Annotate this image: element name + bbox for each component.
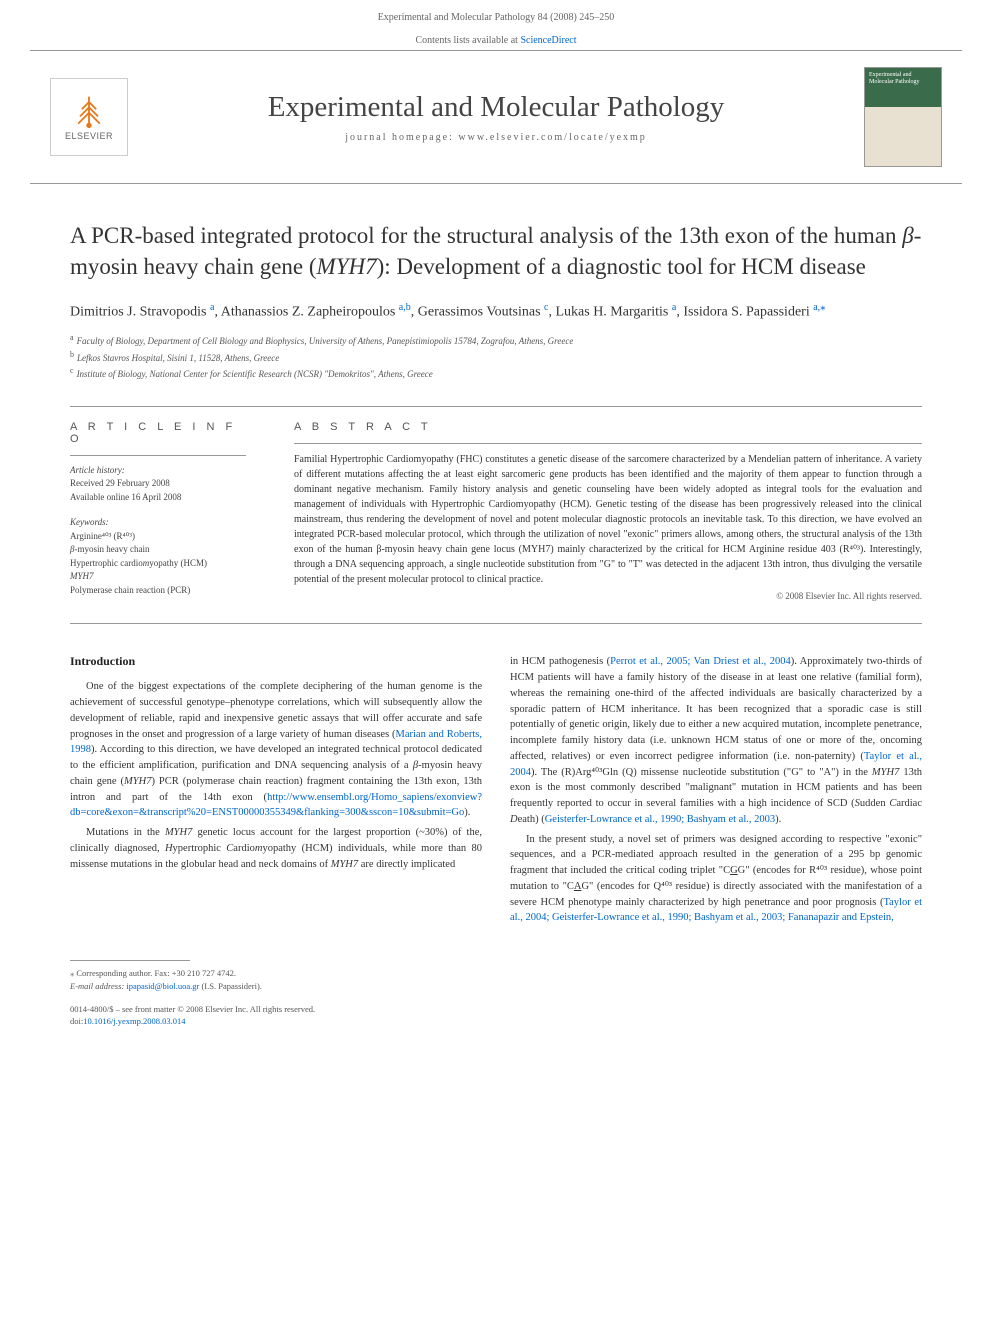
abstract-column: A B S T R A C T Familial Hypertrophic Ca…	[270, 421, 922, 610]
journal-homepage: journal homepage: www.elsevier.com/locat…	[128, 132, 864, 143]
aff-text-a: Faculty of Biology, Department of Cell B…	[77, 336, 574, 346]
article-main: A PCR-based integrated protocol for the …	[0, 184, 992, 950]
history-label: Article history:	[70, 464, 246, 478]
aff-sup-c: c	[70, 366, 74, 375]
keyword-5: Polymerase chain reaction (PCR)	[70, 584, 246, 598]
author-4: Lukas H. Margaritis	[555, 305, 668, 320]
footnote-separator	[70, 960, 190, 961]
info-abstract-row: A R T I C L E I N F O Article history: R…	[70, 406, 922, 625]
aff-text-c: Institute of Biology, National Center fo…	[77, 369, 433, 379]
keyword-4: MYH7	[70, 570, 246, 584]
affiliation-a: aFaculty of Biology, Department of Cell …	[70, 332, 922, 349]
ref-perrot-vandriest[interactable]: Perrot et al., 2005; Van Driest et al., …	[610, 656, 791, 667]
intro-para-4: In the present study, a novel set of pri…	[510, 832, 922, 927]
email-label: E-mail address:	[70, 981, 124, 991]
author-3-aff[interactable]: c	[544, 302, 548, 313]
article-history: Article history: Received 29 February 20…	[70, 464, 246, 505]
keyword-1: Arginine⁴⁰³ (R⁴⁰³)	[70, 530, 246, 544]
abstract-text: Familial Hypertrophic Cardiomyopathy (FH…	[294, 452, 922, 587]
elsevier-tree-icon	[71, 93, 107, 129]
body-col-right: in HCM pathogenesis (Perrot et al., 2005…	[510, 654, 922, 930]
aff-sup-b: b	[70, 350, 74, 359]
author-2: Athanassios Z. Zapheiropoulos	[221, 305, 396, 320]
article-title: A PCR-based integrated protocol for the …	[70, 220, 922, 282]
keywords-block: Keywords: Arginine⁴⁰³ (R⁴⁰³) β-myosin he…	[70, 516, 246, 597]
author-1: Dimitrios J. Stravopodis	[70, 305, 207, 320]
author-1-aff[interactable]: a	[210, 302, 214, 313]
contents-prefix: Contents lists available at	[415, 35, 520, 46]
page-header: Experimental and Molecular Pathology 84 …	[0, 0, 992, 31]
article-info-heading: A R T I C L E I N F O	[70, 421, 246, 445]
author-5: Issidora S. Papassideri	[683, 305, 809, 320]
email-who: (I.S. Papassideri).	[199, 981, 262, 991]
page-footer: ⁎ Corresponding author. Fax: +30 210 727…	[0, 950, 992, 1048]
journal-cover-thumbnail: Experimental and Molecular Pathology	[864, 67, 942, 167]
doi-line: doi:10.1016/j.yexmp.2008.03.014	[70, 1015, 315, 1028]
aff-text-b: Lefkos Stavros Hospital, Sisini 1, 11528…	[77, 353, 279, 363]
elsevier-text: ELSEVIER	[65, 131, 113, 141]
sciencedirect-link[interactable]: ScienceDirect	[520, 35, 576, 46]
abstract-heading: A B S T R A C T	[294, 421, 922, 433]
corresponding-line: ⁎ Corresponding author. Fax: +30 210 727…	[70, 967, 922, 980]
article-info-column: A R T I C L E I N F O Article history: R…	[70, 421, 270, 610]
affiliation-c: cInstitute of Biology, National Center f…	[70, 365, 922, 382]
corresponding-author-footnote: ⁎ Corresponding author. Fax: +30 210 727…	[70, 967, 922, 993]
received-date: Received 29 February 2008	[70, 477, 246, 491]
body-columns: Introduction One of the biggest expectat…	[70, 654, 922, 930]
intro-para-3: in HCM pathogenesis (Perrot et al., 2005…	[510, 654, 922, 827]
keyword-2: β-myosin heavy chain	[70, 543, 246, 557]
banner-center: Experimental and Molecular Pathology jou…	[128, 91, 864, 143]
affiliations: aFaculty of Biology, Department of Cell …	[70, 332, 922, 382]
elsevier-logo: ELSEVIER	[50, 78, 128, 156]
issn-copyright: 0014-4800/$ – see front matter © 2008 El…	[70, 1003, 315, 1029]
online-date: Available online 16 April 2008	[70, 491, 246, 505]
intro-para-2: Mutations in the MYH7 genetic locus acco…	[70, 825, 482, 872]
journal-title: Experimental and Molecular Pathology	[128, 91, 864, 124]
keyword-3: Hypertrophic cardiomyopathy (HCM)	[70, 557, 246, 571]
footer-bottom: 0014-4800/$ – see front matter © 2008 El…	[70, 1003, 922, 1029]
aff-sup-a: a	[70, 333, 74, 342]
ref-geisterfer-bashyam[interactable]: Geisterfer-Lowrance et al., 1990; Bashya…	[545, 814, 775, 825]
abstract-copyright: © 2008 Elsevier Inc. All rights reserved…	[294, 591, 922, 601]
cover-text: Experimental and Molecular Pathology	[865, 68, 941, 90]
homepage-url[interactable]: www.elsevier.com/locate/yexmp	[458, 132, 646, 143]
intro-para-1: One of the biggest expectations of the c…	[70, 679, 482, 821]
doi-link[interactable]: 10.1016/j.yexmp.2008.03.014	[83, 1016, 185, 1026]
author-2-aff[interactable]: a,b	[399, 302, 411, 313]
keywords-label: Keywords:	[70, 516, 246, 530]
homepage-prefix: journal homepage:	[345, 132, 458, 143]
email-line: E-mail address: ipapasid@biol.uoa.gr (I.…	[70, 980, 922, 993]
author-4-aff[interactable]: a	[672, 302, 676, 313]
corresponding-star[interactable]: ⁎	[820, 301, 826, 313]
authors-line: Dimitrios J. Stravopodis a, Athanassios …	[70, 300, 922, 322]
corresponding-email[interactable]: ipapasid@biol.uoa.gr	[126, 981, 199, 991]
issn-line: 0014-4800/$ – see front matter © 2008 El…	[70, 1003, 315, 1016]
affiliation-b: bLefkos Stavros Hospital, Sisini 1, 1152…	[70, 349, 922, 366]
introduction-heading: Introduction	[70, 654, 482, 669]
contents-available-line: Contents lists available at ScienceDirec…	[0, 31, 992, 50]
author-3: Gerassimos Voutsinas	[418, 305, 541, 320]
journal-banner: ELSEVIER Experimental and Molecular Path…	[30, 50, 962, 184]
body-col-left: Introduction One of the biggest expectat…	[70, 654, 482, 930]
